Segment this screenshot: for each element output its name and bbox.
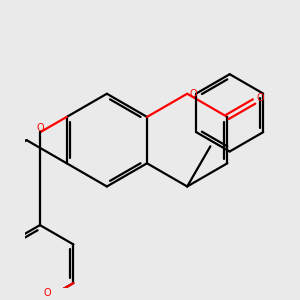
Text: O: O xyxy=(189,89,197,99)
Text: O: O xyxy=(257,93,265,103)
Text: O: O xyxy=(36,123,44,133)
Text: O: O xyxy=(44,288,52,298)
